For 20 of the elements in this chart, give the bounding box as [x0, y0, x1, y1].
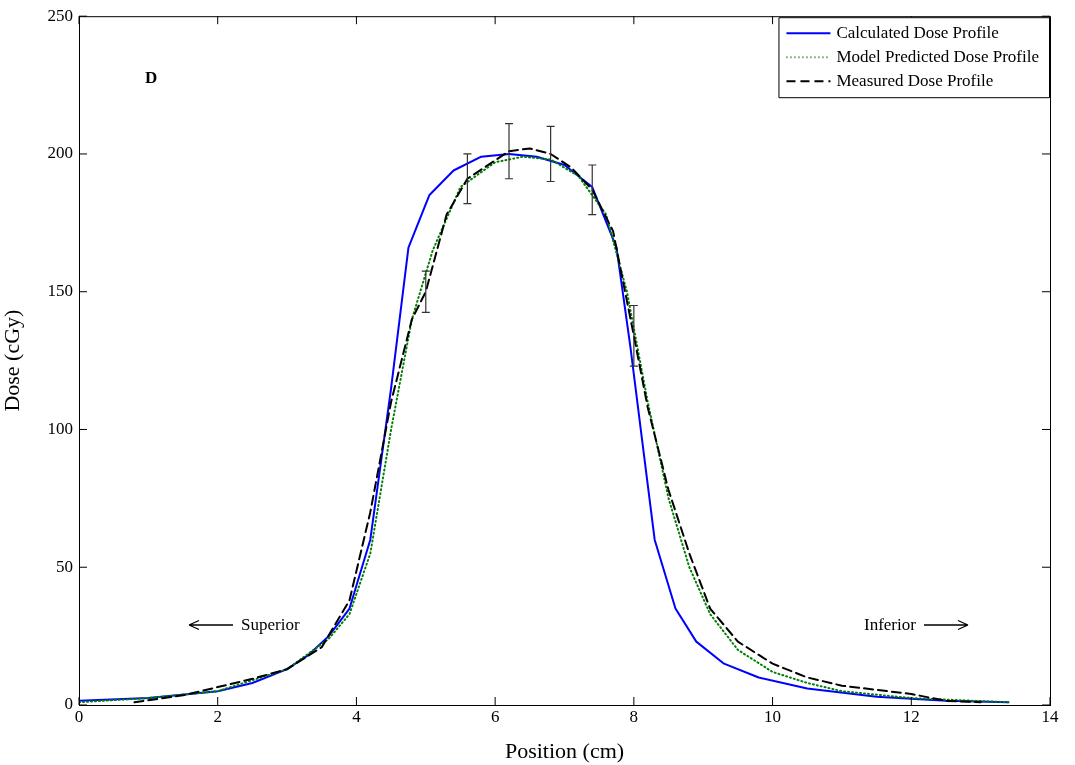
x-tick-label: 12 — [902, 706, 920, 726]
legend-label: Calculated Dose Profile — [836, 22, 999, 42]
y-tick-label: 100 — [47, 418, 73, 438]
x-tick-label: 2 — [213, 706, 222, 726]
legend-label: Measured Dose Profile — [836, 70, 994, 90]
y-tick-label: 250 — [47, 5, 73, 25]
y-tick-label: 150 — [47, 281, 73, 301]
x-tick-label: 14 — [1041, 706, 1059, 726]
y-tick-label: 50 — [56, 556, 73, 576]
y-axis-title: Dose (cGy) — [0, 309, 24, 412]
x-tick-label: 4 — [352, 706, 362, 726]
x-tick-label: 8 — [629, 706, 639, 726]
annotation: Superior — [241, 615, 300, 635]
x-tick-label: 10 — [764, 706, 782, 726]
annotation: Inferior — [864, 615, 916, 635]
y-tick-label: 200 — [47, 143, 73, 163]
annotation: D — [145, 68, 158, 89]
x-tick-label: 6 — [490, 706, 500, 726]
legend-label: Model Predicted Dose Profile — [836, 46, 1040, 66]
x-axis-title: Position (cm) — [504, 737, 625, 763]
